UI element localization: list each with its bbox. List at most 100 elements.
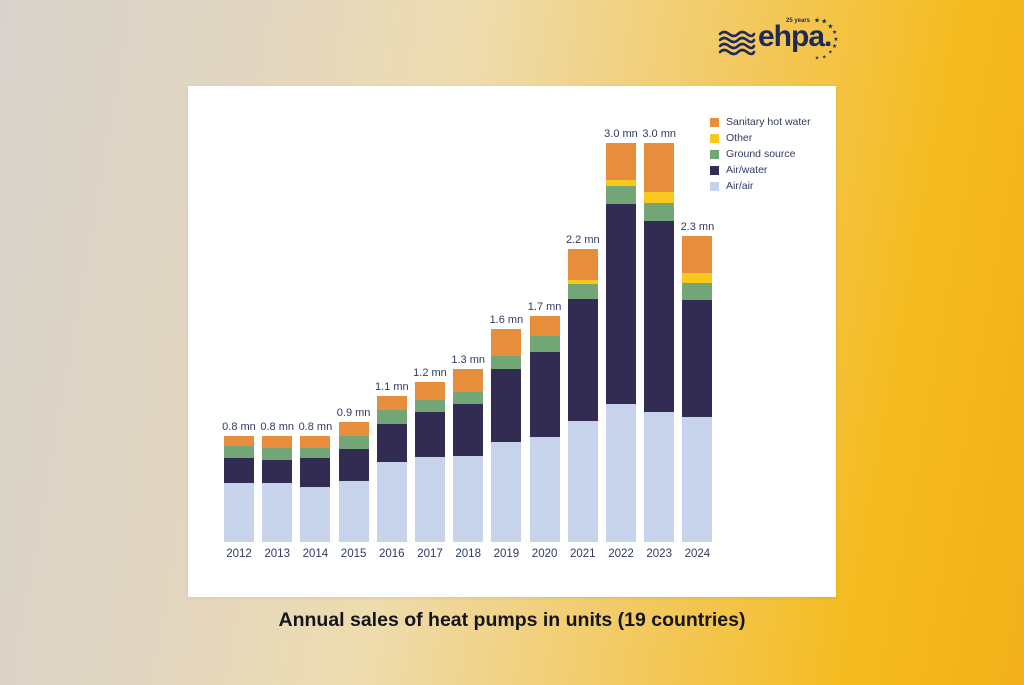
bar-segment-ground-source-2021 bbox=[567, 283, 598, 299]
legend-item-other: Other bbox=[710, 130, 811, 146]
brand-text: ehpa. bbox=[758, 20, 832, 53]
bar-segment-other-2024 bbox=[682, 273, 713, 283]
bar-segment-air-water-2017 bbox=[415, 411, 445, 457]
bar-value-label-2018: 1.3 mn bbox=[451, 354, 485, 367]
legend-item-ground-source: Ground source bbox=[710, 146, 811, 162]
plot-area: 0.8 mn 2012 0.8 mn 2013 0.8 mn 2014 0.9 mn 2015… bbox=[188, 86, 836, 597]
bar-segment-ground-source-2023 bbox=[644, 202, 675, 222]
bar-value-label-2021: 2.2 mn bbox=[565, 234, 600, 247]
bar-segment-air-water-2023 bbox=[644, 221, 675, 412]
legend-item-sanitary-hot-water: Sanitary hot water bbox=[710, 114, 811, 130]
chart-title: Annual sales of heat pumps in units (19 … bbox=[278, 609, 746, 631]
bar-segment-air-air-2014 bbox=[300, 487, 331, 542]
bar-segment-sanitary-hot-water-2022 bbox=[606, 143, 636, 181]
bar-segment-sanitary-hot-water-2012 bbox=[224, 435, 254, 447]
bar-segment-air-air-2016 bbox=[376, 462, 407, 542]
x-axis-label-2021: 2021 bbox=[570, 548, 596, 560]
eu-stars-icon: ★ ★ ★ ★ ★ ★ ★ ★ ★ bbox=[813, 17, 839, 62]
x-axis-label-2012: 2012 bbox=[226, 548, 252, 560]
bar-segment-air-water-2016 bbox=[376, 423, 407, 463]
bar-segment-air-air-2012 bbox=[224, 483, 254, 542]
wave-icon bbox=[718, 30, 756, 56]
bar-value-label-2019: 1.6 mn bbox=[489, 314, 524, 327]
legend-swatch-icon bbox=[710, 165, 719, 175]
bar-value-label-2017: 1.2 mn bbox=[413, 367, 447, 380]
bar-value-label-2014: 0.8 mn bbox=[298, 420, 333, 433]
bar-segment-sanitary-hot-water-2019 bbox=[491, 329, 522, 356]
bar-segment-ground-source-2017 bbox=[415, 399, 445, 412]
bar-value-label-2015: 0.9 mn bbox=[336, 407, 371, 420]
legend-label: Sanitary hot water bbox=[726, 116, 811, 128]
legend-label: Other bbox=[726, 132, 753, 144]
bar-segment-ground-source-2018 bbox=[453, 391, 484, 404]
bar-segment-air-water-2013 bbox=[262, 459, 293, 484]
bar-segment-other-2021 bbox=[567, 279, 598, 284]
bar-segment-sanitary-hot-water-2018 bbox=[453, 369, 484, 392]
bar-value-label-2016: 1.1 mn bbox=[374, 380, 409, 393]
bar-segment-ground-source-2020 bbox=[529, 335, 560, 352]
bar-segment-air-air-2013 bbox=[262, 483, 293, 542]
bar-segment-sanitary-hot-water-2015 bbox=[338, 422, 369, 436]
legend-label: Air/air bbox=[726, 180, 754, 192]
x-axis-label-2014: 2014 bbox=[302, 548, 329, 560]
x-axis-label-2016: 2016 bbox=[379, 548, 405, 560]
bar-segment-other-2022 bbox=[606, 180, 636, 186]
bar-segment-ground-source-2024 bbox=[682, 282, 713, 300]
anniversary-text: 25 years bbox=[786, 18, 811, 24]
bar-segment-air-water-2024 bbox=[682, 299, 713, 417]
bar-value-label-2013: 0.8 mn bbox=[260, 420, 294, 433]
bar-segment-sanitary-hot-water-2014 bbox=[300, 435, 331, 448]
legend-swatch-icon bbox=[710, 181, 719, 191]
x-axis-label-2020: 2020 bbox=[531, 548, 558, 560]
bar-value-label-2023: 3.0 mn bbox=[642, 128, 676, 140]
x-axis-label-2017: 2017 bbox=[417, 548, 443, 560]
bar-value-label-2022: 3.0 mn bbox=[604, 128, 638, 140]
bar-segment-air-water-2020 bbox=[529, 351, 560, 437]
legend-swatch-icon bbox=[710, 149, 719, 159]
bar-segment-ground-source-2016 bbox=[376, 410, 407, 424]
bar-segment-air-air-2020 bbox=[529, 436, 560, 542]
x-axis-label-2023: 2023 bbox=[646, 548, 672, 560]
bar-segment-ground-source-2015 bbox=[338, 435, 369, 449]
bar-segment-sanitary-hot-water-2021 bbox=[567, 249, 598, 280]
bar-segment-air-air-2023 bbox=[644, 411, 675, 542]
x-axis-label-2015: 2015 bbox=[340, 548, 367, 560]
bar-segment-air-air-2017 bbox=[415, 456, 445, 542]
x-axis-label-2024: 2024 bbox=[684, 548, 711, 560]
bar-segment-air-air-2018 bbox=[453, 455, 484, 542]
x-axis-label-2019: 2019 bbox=[493, 548, 520, 560]
ehpa-logo: ehpa. 25 years ★ ★ ★ ★ ★ ★ ★ ★ ★ bbox=[718, 16, 840, 66]
bar-segment-other-2023 bbox=[644, 192, 675, 203]
bar-segment-air-water-2015 bbox=[338, 448, 369, 481]
bar-segment-air-air-2019 bbox=[491, 442, 522, 542]
bar-segment-sanitary-hot-water-2017 bbox=[415, 382, 445, 400]
bar-segment-ground-source-2022 bbox=[606, 185, 636, 205]
x-axis-label-2013: 2013 bbox=[264, 548, 290, 560]
legend-swatch-icon bbox=[710, 133, 719, 143]
legend-label: Air/water bbox=[726, 164, 768, 176]
bar-segment-air-air-2015 bbox=[338, 480, 369, 542]
bar-value-label-2012: 0.8 mn bbox=[222, 420, 256, 433]
bar-segment-air-water-2018 bbox=[453, 403, 484, 456]
bar-segment-sanitary-hot-water-2024 bbox=[682, 236, 713, 274]
bar-segment-sanitary-hot-water-2023 bbox=[644, 143, 675, 193]
bar-segment-air-water-2012 bbox=[224, 458, 254, 484]
bar-value-label-2024: 2.3 mn bbox=[680, 221, 715, 234]
bar-segment-air-water-2021 bbox=[567, 298, 598, 421]
bar-value-label-2020: 1.7 mn bbox=[527, 300, 562, 313]
legend-item-air-water: Air/water bbox=[710, 162, 811, 178]
bar-segment-ground-source-2012 bbox=[224, 446, 254, 459]
x-axis-label-2022: 2022 bbox=[608, 548, 634, 560]
bar-segment-air-air-2024 bbox=[682, 416, 713, 542]
bar-segment-air-water-2014 bbox=[300, 458, 331, 488]
bar-segment-ground-source-2019 bbox=[491, 355, 522, 370]
legend-item-air-air: Air/air bbox=[710, 178, 811, 194]
legend-swatch-icon bbox=[710, 117, 719, 127]
bar-segment-sanitary-hot-water-2013 bbox=[262, 435, 293, 448]
legend-label: Ground source bbox=[726, 148, 796, 160]
legend: Sanitary hot water Other Ground source Air/… bbox=[710, 114, 811, 194]
x-axis-label-2018: 2018 bbox=[455, 548, 481, 560]
bar-segment-ground-source-2014 bbox=[300, 447, 331, 459]
bar-segment-air-water-2022 bbox=[606, 204, 636, 404]
